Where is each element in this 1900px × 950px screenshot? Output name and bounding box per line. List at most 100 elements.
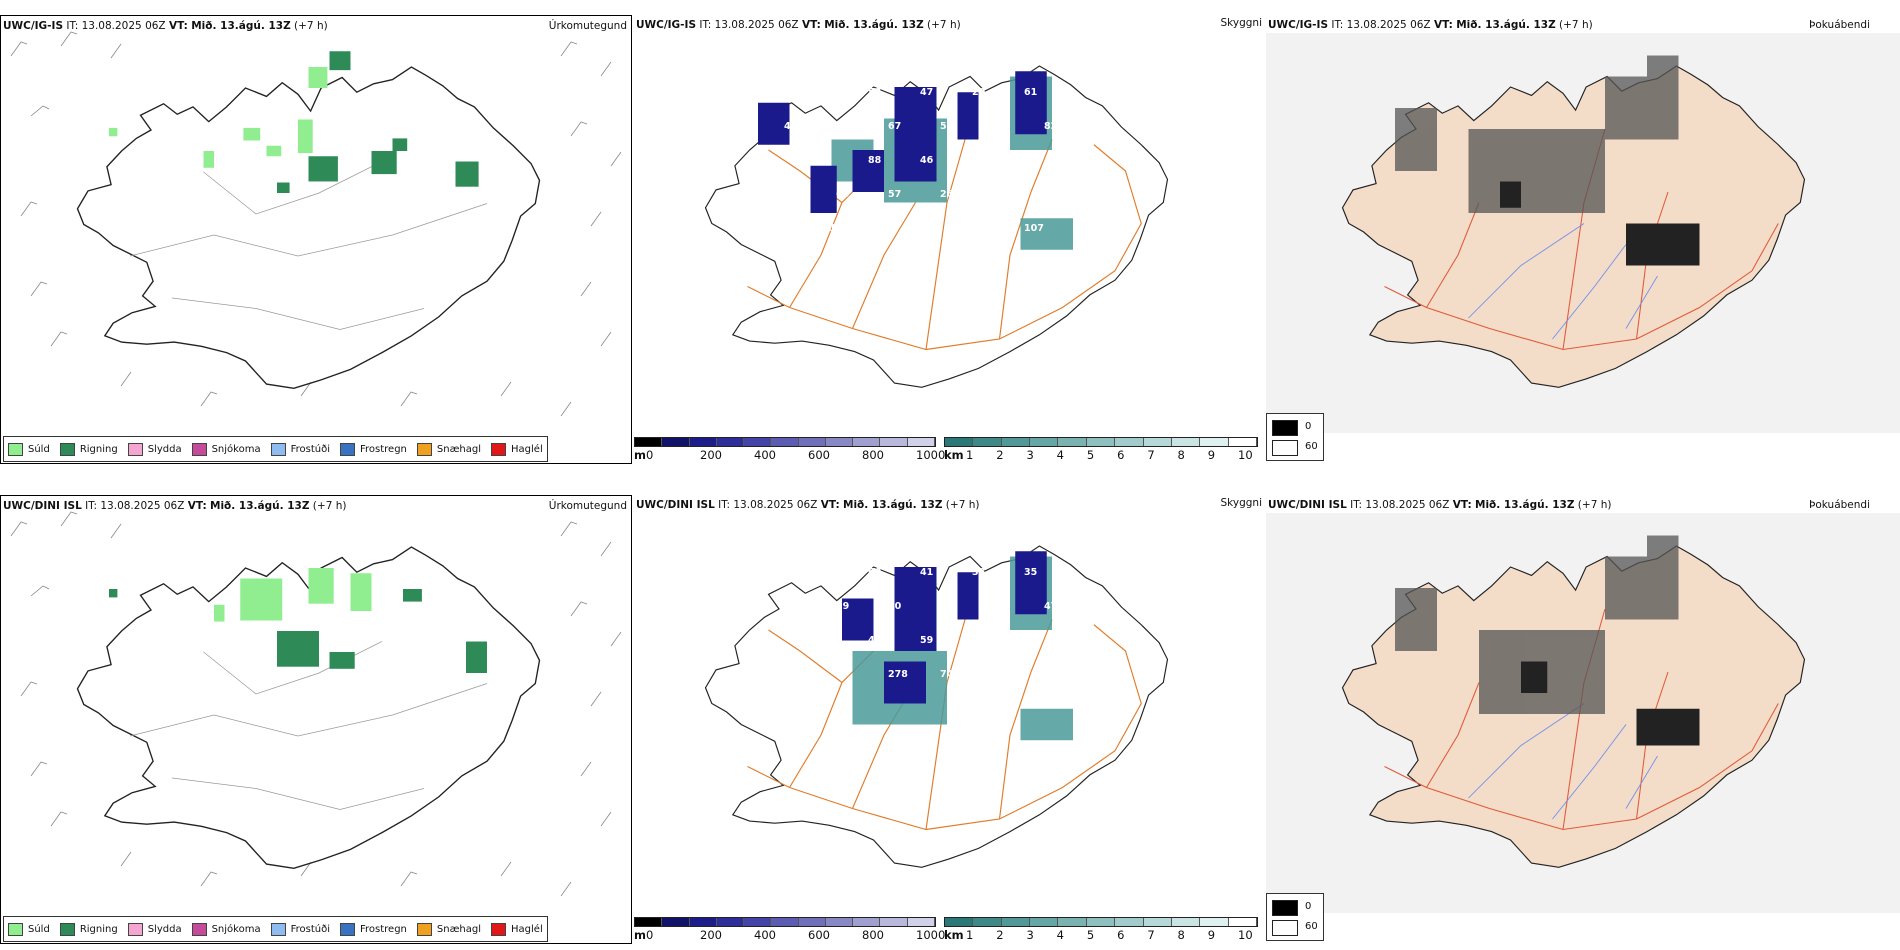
legend-swatch xyxy=(270,442,286,456)
drizzle-areas xyxy=(109,67,328,168)
ceiling-label: 278 xyxy=(888,669,908,680)
cloud-map xyxy=(1266,513,1900,913)
legend-item-0: Súld xyxy=(8,442,50,456)
wind-barbs xyxy=(10,511,622,897)
ceiling-label: 97 xyxy=(764,87,777,98)
legend-label: Frostúði xyxy=(290,443,330,455)
colorbar-tick: 5 xyxy=(1086,448,1095,462)
colorbar-tick: 0 xyxy=(646,448,654,462)
ceiling-label: 41 xyxy=(784,121,797,132)
panel-title: UWC/DINI ISL IT: 13.08.2025 06Z VT: Mið.… xyxy=(3,500,347,512)
ceiling-label: 41 xyxy=(920,567,933,578)
colorbar-tick: 0 xyxy=(646,928,654,942)
ceiling-label: 59 xyxy=(836,601,849,612)
colorbar-tick: 400 xyxy=(754,448,776,462)
legend-swatch xyxy=(340,922,355,936)
ceiling-label: 54 xyxy=(784,669,798,680)
visibility-colorbar: km 1 2 3 4 5 6 7 8 9 10 xyxy=(944,917,1258,944)
legend-item-7: Haglél xyxy=(491,922,543,936)
colorbar-tick: 3 xyxy=(1026,448,1034,462)
colorbar-tick: 1 xyxy=(966,448,974,462)
colorbar-unit: m xyxy=(634,928,646,942)
colorbar-tick: 400 xyxy=(754,928,776,942)
ceiling-label: 47 xyxy=(1044,601,1057,612)
cloud-map xyxy=(1266,33,1900,433)
colorbar-tick: 800 xyxy=(862,448,884,462)
colorbar-tick: 2 xyxy=(996,928,1004,942)
precip-map xyxy=(10,31,622,417)
legend-swatch xyxy=(491,442,507,456)
ceiling-label: 83 xyxy=(972,223,985,234)
ceiling-label: 54 xyxy=(1044,669,1058,680)
rain-areas xyxy=(109,589,487,673)
ceiling-label: 121 xyxy=(816,223,836,234)
ceiling-label: 11 xyxy=(784,257,797,268)
legend-swatch xyxy=(270,922,286,936)
model-name: UWC/IG-IS xyxy=(3,20,64,32)
ceiling-label: 46 xyxy=(784,601,798,612)
ceiling-label: 107 xyxy=(1024,223,1044,234)
panel-title: UWC/DINI ISL IT: 13.08.2025 06Z VT: Mið.… xyxy=(1268,499,1612,511)
colorbar-tick: 10 xyxy=(1238,928,1253,942)
legend-item-4: Frostúði xyxy=(270,442,330,456)
fog-areas xyxy=(1395,55,1679,213)
legend-item-4: Frostúði xyxy=(270,922,330,936)
road-network xyxy=(747,128,1142,351)
legend-item-6: Snæhagl xyxy=(416,442,482,456)
ceiling-label: 74 xyxy=(940,669,954,680)
legend-swatch xyxy=(127,922,143,936)
panel-title: UWC/DINI ISL IT: 13.08.2025 06Z VT: Mið.… xyxy=(636,499,980,511)
legend-label: Frostregn xyxy=(360,443,407,455)
ceiling-label: 52 xyxy=(868,87,881,98)
legend-item-2: Slydda xyxy=(127,442,182,456)
ceiling-label: 50 xyxy=(888,601,902,612)
precip-map xyxy=(10,511,622,897)
fog-dense xyxy=(1500,181,1700,266)
ceiling-label: 22 xyxy=(992,601,1005,612)
legend-swatch xyxy=(59,922,75,936)
panel-title: UWC/IG-IS IT: 13.08.2025 06Z VT: Mið. 13… xyxy=(3,20,328,32)
init-time: 13.08.2025 06Z xyxy=(81,20,166,32)
legend-item-1: Rigning xyxy=(59,442,118,456)
ceiling-areas xyxy=(758,71,1047,213)
legend-label: Snæhagl xyxy=(436,443,482,455)
precip-panel-row2: UWC/DINI ISL IT: 13.08.2025 06Z VT: Mið.… xyxy=(0,495,632,944)
fog-dense xyxy=(1521,661,1700,746)
colorbar-tick: 600 xyxy=(808,448,830,462)
ceiling-panel-row1: 97 48 52 47 20 61 41 39 67 53 44 82 53 43 88 46 37 27 67 63… xyxy=(634,15,1264,464)
legend-swatch xyxy=(491,922,507,936)
legend-label: Slydda xyxy=(147,923,182,935)
legend-label: Slydda xyxy=(147,443,182,455)
colorbar-tick: 4 xyxy=(1056,928,1064,942)
valid-time: Mið. 13.ágú. 13Z xyxy=(191,20,291,32)
legend-label: Haglél xyxy=(511,923,543,935)
panel-name: Úrkomutegund xyxy=(548,500,627,512)
legend-swatch xyxy=(416,922,432,936)
legend-label: Rigning xyxy=(79,923,118,935)
visibility-colorbar: km 1 2 3 4 5 6 7 8 9 10 xyxy=(944,437,1258,464)
colorbar-tick: 1000 xyxy=(916,928,946,942)
ceiling-label: 144 xyxy=(764,223,784,234)
ceiling-label: 82 xyxy=(1044,121,1057,132)
ceiling-value-labels: 56 22 60 41 38 35 46 59 50 47 22 47 43 82 45 59 62 68 54 87… xyxy=(764,567,1058,714)
ceiling-label: 46 xyxy=(920,155,934,166)
ceiling-label: 56 xyxy=(992,669,1006,680)
colorbar-ramp xyxy=(944,917,1258,927)
panel-name: Þokuábendi xyxy=(1809,19,1870,31)
legend-label: Súld xyxy=(28,923,50,935)
panel-title: UWC/IG-IS IT: 13.08.2025 06Z VT: Mið. 13… xyxy=(636,19,961,31)
precip-legend: Súld Rigning Slydda Snjókoma Frostúði Frostre… xyxy=(3,916,548,942)
legend-item-1: Rigning xyxy=(59,922,118,936)
rain-areas xyxy=(277,51,479,193)
legend-swatch xyxy=(8,442,23,456)
ceiling-colorbar: m 0 200 400 600 800 1000 xyxy=(634,917,945,944)
ceiling-label: 60 xyxy=(868,567,882,578)
colorbar-tick: 2 xyxy=(996,448,1004,462)
colorbar-tick: 7 xyxy=(1147,448,1155,462)
cloud-panel-row1: UWC/IG-IS IT: 13.08.2025 06Z VT: Mið. 13… xyxy=(1266,15,1900,464)
legend-swatch xyxy=(8,922,23,936)
panel-name: Úrkomutegund xyxy=(548,20,627,32)
colorbar-tick: 7 xyxy=(1147,928,1155,942)
ceiling-label: 35 xyxy=(1024,567,1037,578)
ceiling-label: 26 xyxy=(940,189,954,200)
